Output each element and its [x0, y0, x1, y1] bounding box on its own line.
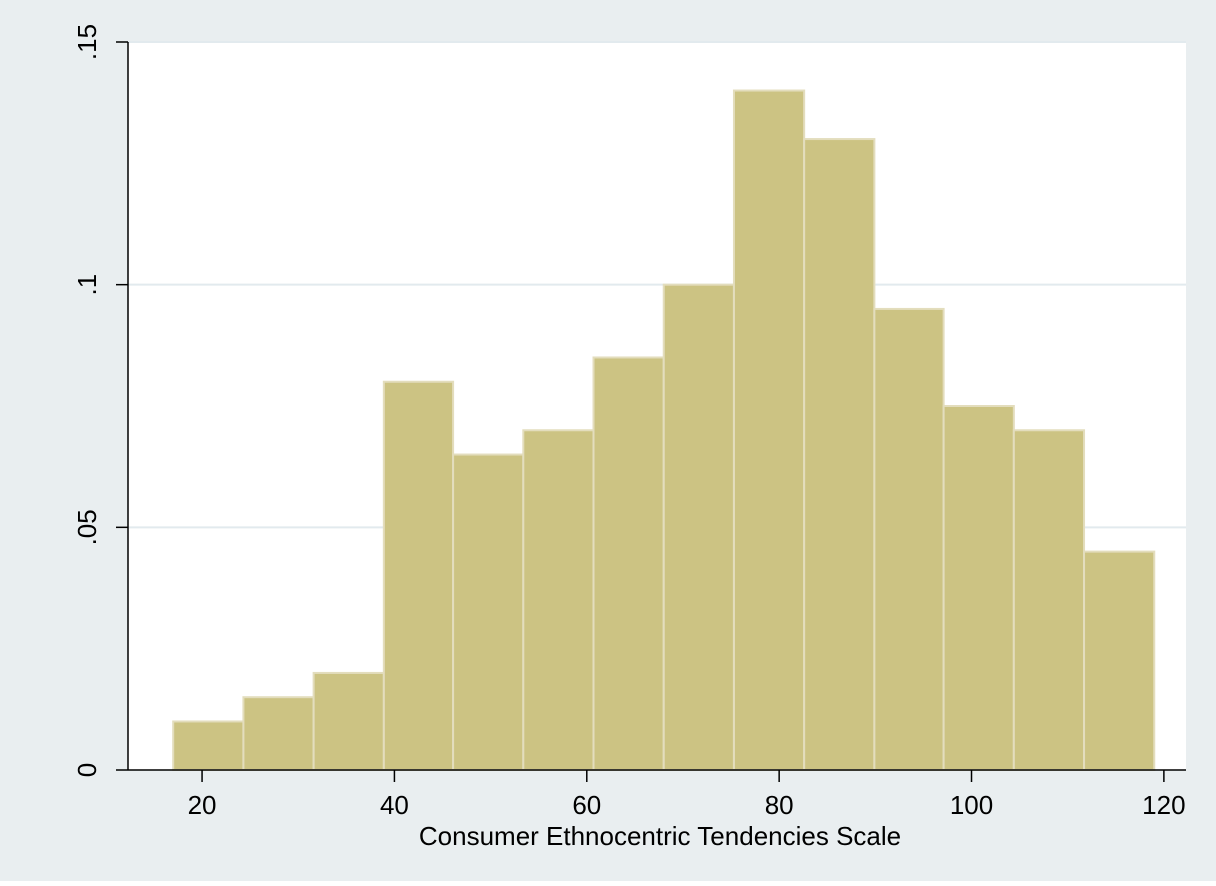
x-tick-label: 40 — [380, 790, 409, 820]
histogram-bars — [172, 89, 1156, 772]
y-tick-label: .15 — [72, 24, 102, 60]
histogram-bar — [662, 283, 735, 771]
x-tick-label: 20 — [188, 790, 217, 820]
y-tick-label: .1 — [72, 274, 102, 296]
histogram-bar — [592, 356, 665, 771]
x-axis-label: Consumer Ethnocentric Tendencies Scale — [419, 821, 901, 851]
axis-ticks: 20 40 60 80 100 120 0 .05 .1 .15 — [72, 24, 1186, 820]
histogram-bar — [1083, 550, 1156, 771]
histogram-bar — [312, 671, 385, 772]
histogram-bar — [452, 453, 525, 771]
y-tick-label: 0 — [72, 763, 102, 777]
x-tick-label: 120 — [1142, 790, 1185, 820]
histogram-bar — [873, 307, 945, 771]
histogram-bar — [942, 405, 1015, 771]
histogram-bar — [382, 380, 455, 771]
histogram-bar — [242, 696, 315, 772]
axes — [127, 42, 1186, 771]
histogram-bar — [732, 89, 806, 772]
histogram-bar — [522, 429, 595, 771]
x-tick-label: 80 — [765, 790, 794, 820]
histogram-bar — [172, 720, 245, 772]
x-tick-label: 60 — [572, 790, 601, 820]
x-tick-label: 100 — [950, 790, 993, 820]
histogram-bar — [803, 138, 876, 772]
histogram-bar — [1012, 429, 1086, 771]
y-tick-label: .05 — [72, 509, 102, 545]
